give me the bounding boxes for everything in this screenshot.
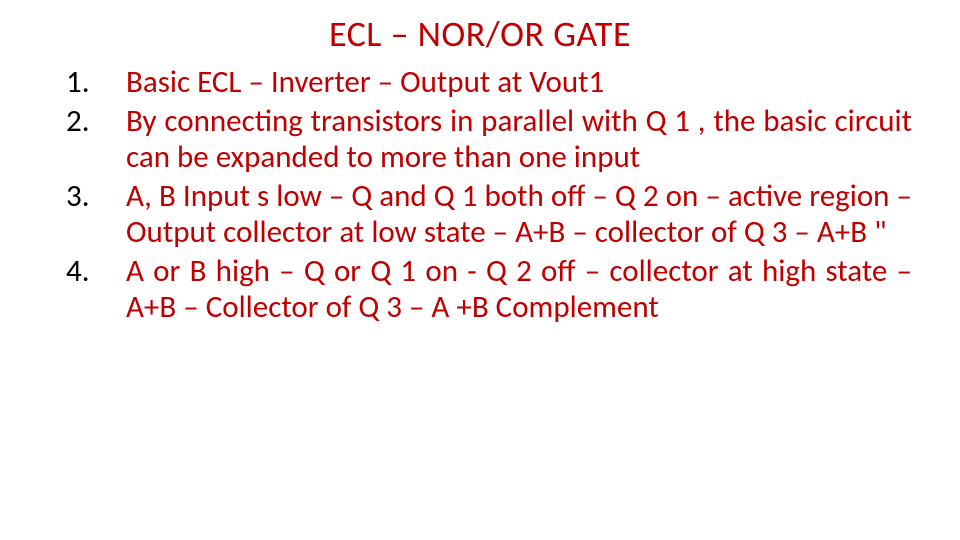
list-item: A or B high – Q or Q 1 on - Q 2 off – co… — [48, 253, 912, 326]
list-item-text: By connecting transistors in parallel wi… — [126, 102, 912, 177]
list-item: By connecting transistors in parallel wi… — [48, 103, 912, 176]
content-list: Basic ECL – Inverter – Output at Vout1 B… — [48, 64, 912, 326]
list-item-text: A, B Input s low – Q and Q 1 both off – … — [126, 177, 912, 252]
list-item-text: Basic ECL – Inverter – Output at Vout1 — [126, 63, 604, 101]
slide-title: ECL – NOR/OR GATE — [168, 12, 792, 56]
list-item-text: A or B high – Q or Q 1 on - Q 2 off – co… — [126, 252, 912, 327]
slide: ECL – NOR/OR GATE Basic ECL – Inverter –… — [0, 0, 960, 540]
list-item: Basic ECL – Inverter – Output at Vout1 — [48, 64, 912, 101]
list-item: A, B Input s low – Q and Q 1 both off – … — [48, 178, 912, 251]
